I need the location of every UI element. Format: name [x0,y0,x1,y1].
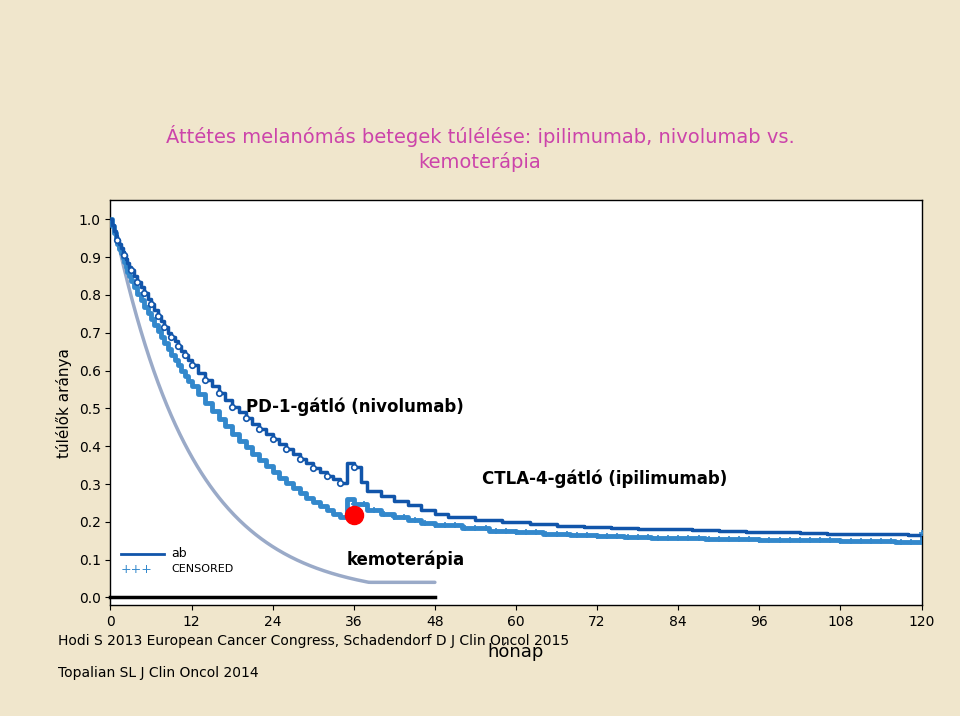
Text: CENSORED: CENSORED [171,564,233,574]
Text: Áttétes melanómás betegek túlélése: ipilimumab, nivolumab vs.: Áttétes melanómás betegek túlélése: ipil… [166,125,794,147]
X-axis label: hónap: hónap [488,643,544,661]
Text: Topalian SL J Clin Oncol 2014: Topalian SL J Clin Oncol 2014 [58,666,258,680]
Text: kemoterápia: kemoterápia [347,551,466,569]
Text: CTLA-4-gátló (ipilimumab): CTLA-4-gátló (ipilimumab) [482,469,728,488]
Text: PD-1-gátló (nivolumab): PD-1-gátló (nivolumab) [246,397,464,416]
Text: ab: ab [171,548,187,561]
Text: +++: +++ [121,563,153,576]
Text: Hodi S 2013 European Cancer Congress, Schadendorf D J Clin Oncol 2015: Hodi S 2013 European Cancer Congress, Sc… [58,634,568,648]
Y-axis label: túlélők aránya: túlélők aránya [56,348,72,458]
Text: kemoterápia: kemoterápia [419,152,541,172]
